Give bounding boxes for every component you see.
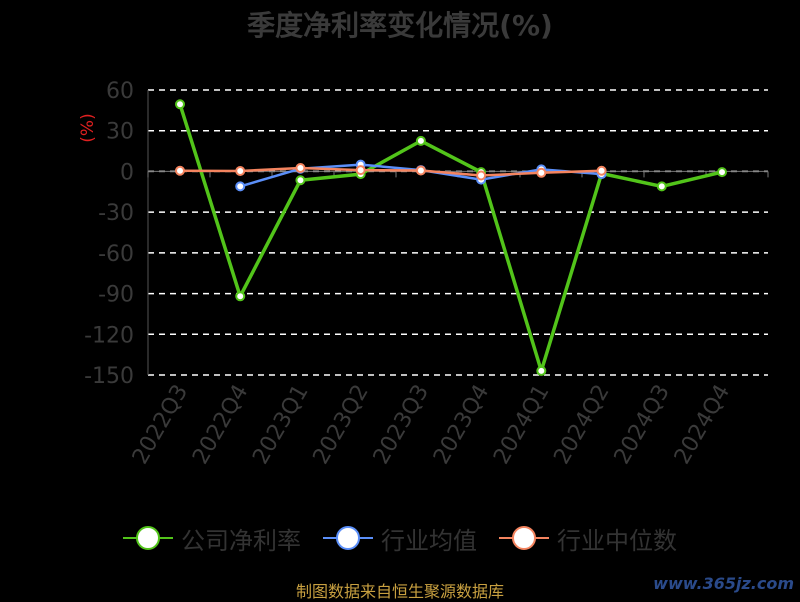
- data-point: [415, 135, 426, 146]
- data-point: [415, 165, 426, 176]
- data-point: [175, 99, 185, 110]
- source-note: 制图数据来自恒生聚源数据库: [295, 582, 504, 601]
- y-tick-label: -90: [98, 283, 134, 308]
- data-point: [295, 163, 306, 174]
- data-point: [717, 167, 727, 178]
- legend-marker-icon: [123, 525, 173, 551]
- x-tick-label: 2023Q1: [248, 381, 313, 469]
- legend-item[interactable]: 行业均值: [323, 521, 477, 556]
- legend-label: 行业中位数: [557, 526, 677, 555]
- x-tick-label: 2022Q3: [128, 381, 193, 469]
- legend-label: 行业均值: [381, 526, 477, 555]
- watermark: www.365jz.com: [653, 574, 794, 593]
- data-point: [235, 166, 246, 177]
- data-point: [536, 365, 547, 376]
- legend: 公司净利率 行业均值 行业中位数: [0, 518, 800, 558]
- legend-item[interactable]: 行业中位数: [499, 521, 677, 556]
- x-tick-label: 2023Q4: [429, 381, 494, 469]
- tick-labels: 60300-30-60-90-120-150(%)2022Q32022Q4202…: [78, 79, 735, 469]
- legend-item[interactable]: 公司净利率: [123, 521, 301, 556]
- y-tick-label: -60: [98, 242, 134, 267]
- y-tick-label: 30: [106, 120, 134, 145]
- legend-marker-icon: [499, 525, 549, 551]
- y-tick-label: -120: [84, 323, 134, 348]
- x-tick-label: 2024Q3: [610, 381, 675, 469]
- y-tick-label: 0: [120, 160, 134, 185]
- data-point: [355, 165, 366, 176]
- y-tick-label: -150: [84, 364, 134, 389]
- x-tick-label: 2023Q3: [369, 381, 434, 469]
- data-point: [235, 181, 246, 192]
- axes: [147, 90, 769, 375]
- series-line: [179, 166, 602, 177]
- x-tick-label: 2023Q2: [309, 381, 374, 469]
- x-tick-label: 2022Q4: [188, 381, 253, 469]
- y-tick-label: 60: [106, 79, 134, 104]
- y-axis-label: (%): [78, 113, 98, 142]
- legend-label: 公司净利率: [181, 526, 301, 555]
- legend-marker-icon: [323, 525, 373, 551]
- data-point: [596, 165, 607, 176]
- x-tick-label: 2024Q1: [489, 381, 554, 469]
- data-point: [536, 167, 547, 178]
- x-tick-label: 2024Q4: [670, 381, 735, 469]
- x-tick-label: 2024Q2: [549, 381, 614, 469]
- series-lines: [175, 99, 727, 376]
- data-point: [656, 181, 667, 192]
- data-point: [175, 165, 185, 176]
- chart-title: 季度净利率变化情况(%): [247, 9, 553, 42]
- data-point: [235, 291, 246, 302]
- y-tick-label: -30: [98, 201, 134, 226]
- data-point: [476, 170, 487, 181]
- grid-lines: [148, 89, 768, 376]
- data-point: [295, 175, 306, 186]
- series-line: [178, 103, 723, 373]
